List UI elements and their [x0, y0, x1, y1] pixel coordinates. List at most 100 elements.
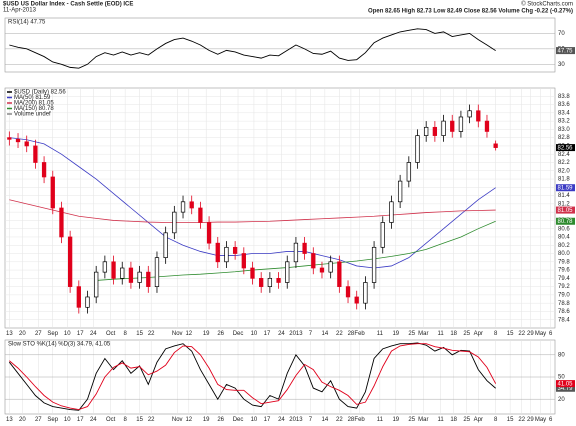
- y-tick-label: 82.0: [558, 168, 570, 174]
- x-tick-label: 14: [322, 331, 329, 337]
- x-tick-label: 11: [377, 331, 384, 337]
- x-tick-label: 15: [136, 417, 143, 423]
- x-tick-label: 10: [64, 331, 71, 337]
- source: © StockCharts.com: [521, 1, 573, 8]
- candle-body: [441, 120, 446, 136]
- candle-body: [15, 138, 21, 143]
- x-tick-label: Mar: [418, 331, 428, 337]
- x-tick-label: 19: [392, 417, 399, 423]
- legend-label: MA(150) 80.78: [14, 106, 54, 112]
- x-tick-label: 13: [6, 417, 13, 423]
- series-line: [9, 343, 497, 411]
- x-tick-label: 2013: [289, 417, 303, 423]
- candle-body: [111, 261, 116, 279]
- candle-body: [493, 143, 498, 148]
- y-tick-label: 78.8: [558, 301, 570, 307]
- x-tick-label: 22: [518, 331, 525, 337]
- legend-label: MA(50) 81.59: [14, 95, 51, 101]
- x-tick-label: 22: [336, 417, 343, 423]
- last-value-box: [556, 144, 575, 152]
- x-tick-label: 22: [336, 331, 343, 337]
- last-value-box: [556, 380, 575, 388]
- y-tick-label: 30: [558, 62, 565, 68]
- x-tick-label: 22: [518, 417, 525, 423]
- x-tick-label: 24: [278, 331, 285, 337]
- x-tick-label: 7: [309, 417, 313, 423]
- candle-body: [406, 162, 411, 182]
- y-tick-label: 83.2: [558, 119, 570, 125]
- x-tick-label: Mar: [418, 417, 428, 423]
- panel-title: Slow STO %K(14) %D(3) 34.79, 41.05: [8, 342, 111, 348]
- candle-body: [163, 232, 168, 259]
- candle-body: [345, 286, 351, 298]
- candle-body: [85, 296, 90, 308]
- candle-body: [354, 296, 359, 304]
- x-tick-label: 13: [6, 331, 13, 337]
- last-value-box: [556, 47, 575, 55]
- candle-body: [59, 207, 64, 238]
- series-line: [8, 342, 496, 411]
- y-tick-label: 79.0: [558, 292, 570, 298]
- y-tick-label: 79.4: [558, 276, 570, 282]
- candle-body: [319, 267, 325, 273]
- candle-body: [154, 257, 160, 287]
- x-tick-label: 26: [217, 417, 224, 423]
- x-tick-label: 11: [438, 417, 445, 423]
- candle-body: [484, 120, 490, 132]
- x-tick-label: 22: [148, 331, 155, 337]
- candle-body: [33, 145, 38, 163]
- candle-body: [224, 246, 229, 263]
- x-tick-label: 25: [408, 417, 415, 423]
- last-value-box: [556, 206, 575, 214]
- candle-body: [137, 271, 142, 283]
- x-tick-label: 25: [463, 331, 470, 337]
- last-value-label: 80.78: [558, 219, 574, 225]
- x-tick-label: Nov: [172, 417, 183, 423]
- y-tick-label: 79.2: [558, 284, 570, 290]
- x-tick-label: 6: [549, 417, 553, 423]
- y-tick-label: 50: [558, 375, 565, 381]
- candle-body: [102, 261, 108, 273]
- candle-body: [415, 135, 420, 163]
- candle-body: [41, 162, 47, 178]
- x-tick-label: 10: [251, 331, 258, 337]
- candle-body: [146, 271, 151, 287]
- x-tick-label: Sep: [47, 417, 58, 423]
- candle-body: [467, 110, 472, 118]
- x-tick-label: 26: [217, 331, 224, 337]
- x-tick-label: 15: [136, 331, 143, 337]
- legend-label: $USD (Daily) 82.56: [14, 90, 66, 96]
- x-tick-label: 27: [35, 331, 42, 337]
- plot-frame: [4, 17, 556, 73]
- candle-body: [476, 110, 481, 122]
- x-tick-label: 17: [264, 417, 271, 423]
- last-value-label: 47.75: [558, 48, 574, 54]
- x-tick-label: Apr: [474, 331, 483, 337]
- candle-body: [380, 222, 385, 248]
- y-tick-label: 82.8: [558, 135, 570, 141]
- candle-body: [458, 116, 464, 132]
- x-tick-label: 11: [377, 417, 384, 423]
- y-tick-label: 79.8: [558, 259, 570, 265]
- x-tick-label: 24: [90, 417, 97, 423]
- last-value-box: [556, 217, 575, 225]
- x-tick-label: 29: [527, 417, 534, 423]
- candle-body: [215, 242, 220, 263]
- x-tick-label: Oct: [106, 331, 116, 337]
- candle-body: [198, 207, 203, 223]
- x-tick-label: 24: [90, 331, 97, 337]
- candle-body: [259, 277, 264, 287]
- candle-body: [76, 286, 81, 308]
- x-tick-label: 28: [348, 417, 355, 423]
- candle-body: [328, 261, 333, 273]
- x-tick-label: 8: [123, 331, 127, 337]
- candle-body: [276, 277, 281, 283]
- y-tick-label: 80.6: [558, 226, 570, 232]
- x-tick-label: 24: [278, 417, 285, 423]
- x-tick-label: 19: [203, 417, 210, 423]
- candle-body: [293, 242, 299, 263]
- y-tick-label: 81.2: [558, 201, 570, 207]
- x-tick-label: Feb: [354, 331, 365, 337]
- y-tick-label: 78.6: [558, 309, 570, 315]
